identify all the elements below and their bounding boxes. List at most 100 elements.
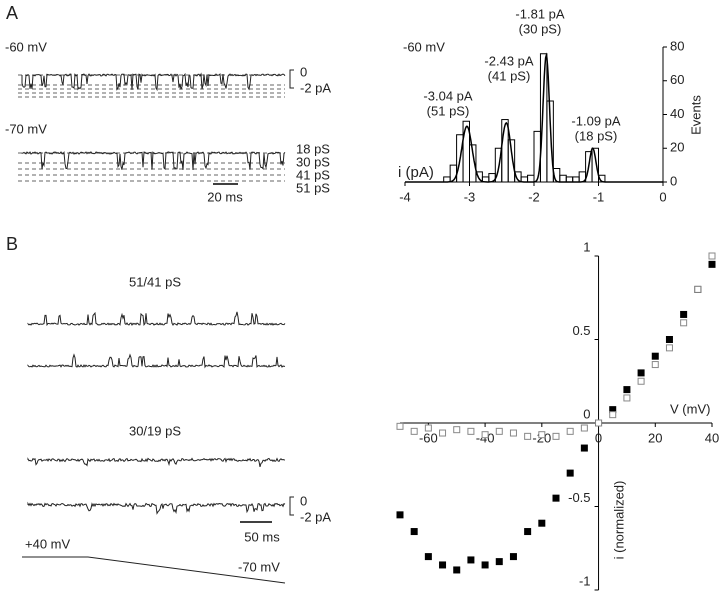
data-point <box>538 519 546 527</box>
current-trace <box>27 457 286 468</box>
data-point <box>623 394 631 402</box>
scale-bracket <box>289 69 294 89</box>
x-tick-label: -2 <box>528 189 540 204</box>
data-point <box>439 429 447 437</box>
scale-bracket <box>289 496 294 516</box>
data-point <box>396 511 404 519</box>
histogram-bar <box>533 130 541 183</box>
histogram-bar <box>572 176 580 183</box>
data-point <box>680 310 688 318</box>
histogram-bar <box>469 144 477 183</box>
data-point <box>651 361 659 369</box>
data-point <box>439 561 447 569</box>
peak-label: (51 pS) <box>427 103 470 118</box>
data-point <box>509 429 517 437</box>
fit-curve <box>405 52 663 183</box>
x-axis-label: V (mV) <box>670 401 710 416</box>
peak-label: -1.81 pA <box>515 6 564 21</box>
current-trace <box>21 72 286 92</box>
x-tick-label: 20 <box>648 430 662 445</box>
histogram-bar <box>539 53 548 183</box>
group-label: 51/41 pS <box>129 274 181 289</box>
data-point <box>453 566 461 574</box>
conductance-label: 30 pS <box>296 154 330 169</box>
y-axis-label: Events <box>688 95 703 135</box>
data-point <box>552 432 560 440</box>
histogram-bar <box>591 147 599 183</box>
data-point <box>566 469 574 477</box>
data-point <box>424 424 432 432</box>
peak-label: -1.09 pA <box>571 113 620 128</box>
data-point <box>424 553 432 561</box>
panel-label: A <box>6 3 18 23</box>
y-tick-label: 0.5 <box>572 323 590 338</box>
data-point <box>524 432 532 440</box>
x-tick-label: -4 <box>399 189 411 204</box>
data-point <box>708 260 716 268</box>
voltage-label: +40 mV <box>25 536 70 551</box>
x-tick-label: -3 <box>464 189 476 204</box>
data-point <box>595 419 603 427</box>
data-point <box>453 426 461 434</box>
scale-label: -2 pA <box>300 509 331 524</box>
y-tick-label: -1 <box>579 573 591 588</box>
data-point <box>495 427 503 435</box>
annotation: -60 mV <box>403 39 445 54</box>
histogram-bar <box>527 174 535 183</box>
data-point <box>623 386 631 394</box>
histogram-bar <box>559 174 567 183</box>
data-point <box>552 494 560 502</box>
data-point <box>651 352 659 360</box>
data-point <box>609 411 617 419</box>
data-point <box>410 427 418 435</box>
current-trace <box>27 353 286 369</box>
data-point <box>637 369 645 377</box>
histogram-bar <box>501 119 509 183</box>
data-point <box>481 431 489 439</box>
conductance-label: 51 pS <box>296 180 330 195</box>
data-point <box>467 556 475 564</box>
voltage-label: -60 mV <box>5 39 47 54</box>
peak-label: (18 pS) <box>575 128 618 143</box>
scale-label: 0 <box>300 64 307 79</box>
data-point <box>580 444 588 452</box>
scale-label: -2 pA <box>300 80 331 95</box>
current-trace <box>21 150 286 171</box>
data-point <box>708 252 716 260</box>
data-point <box>481 561 489 569</box>
current-trace <box>27 501 286 515</box>
scale-label: 50 ms <box>244 529 280 544</box>
conductance-label: 41 pS <box>296 167 330 182</box>
scale-label: 20 ms <box>207 189 243 204</box>
data-point <box>694 285 702 293</box>
data-point <box>524 528 532 536</box>
y-tick-label: 20 <box>670 140 684 155</box>
data-point <box>396 422 404 430</box>
y-tick-label: 60 <box>670 72 684 87</box>
histogram-bar <box>546 100 554 183</box>
scale-label: 0 <box>300 493 307 508</box>
x-tick-label: 0 <box>659 189 666 204</box>
data-point <box>637 377 645 385</box>
y-tick-label: 0 <box>670 173 677 188</box>
data-point <box>509 553 517 561</box>
histogram-bar <box>507 139 516 183</box>
x-tick-label: -60 <box>419 430 438 445</box>
data-point <box>467 427 475 435</box>
peak-label: (30 pS) <box>519 21 562 36</box>
current-trace <box>27 311 286 327</box>
peak-label: -3.04 pA <box>423 88 472 103</box>
x-tick-label: 0 <box>595 430 602 445</box>
data-point <box>665 336 673 343</box>
conductance-label: 18 pS <box>296 141 330 156</box>
y-tick-label: -0.5 <box>568 490 590 505</box>
peak-label: -2.43 pA <box>484 53 533 68</box>
data-point <box>410 528 418 536</box>
data-point <box>495 558 503 566</box>
y-tick-label: 0 <box>583 406 590 421</box>
x-axis-label: i (pA) <box>398 164 434 181</box>
voltage-label: -70 mV <box>5 121 47 136</box>
data-point <box>680 319 688 327</box>
data-point <box>665 344 673 352</box>
